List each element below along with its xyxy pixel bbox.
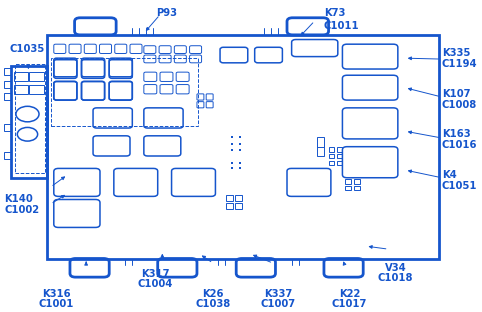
Text: V34: V34 (385, 263, 406, 273)
Bar (13, 72, 28, 81)
Text: K73: K73 (324, 8, 345, 18)
Text: C1007: C1007 (260, 300, 295, 310)
Bar (51, 58, 199, 126)
Bar (14, 64, 44, 173)
Bar (235, 195, 242, 201)
Bar (235, 202, 242, 209)
Text: K317: K317 (141, 269, 170, 279)
Bar (354, 179, 360, 184)
Text: K335: K335 (442, 48, 470, 58)
Text: K163: K163 (442, 129, 470, 139)
Bar (337, 161, 342, 165)
Bar (4, 81, 11, 88)
Text: C1051: C1051 (442, 181, 477, 191)
Text: K22: K22 (339, 289, 360, 299)
Text: C1018: C1018 (378, 273, 413, 283)
Text: K4: K4 (442, 170, 456, 180)
Bar (354, 186, 360, 190)
Bar (345, 179, 351, 184)
Text: K337: K337 (264, 289, 292, 299)
Bar (226, 195, 232, 201)
Text: C1001: C1001 (39, 300, 74, 310)
Text: C1008: C1008 (442, 100, 477, 110)
Bar (329, 161, 334, 165)
Text: P93: P93 (157, 8, 177, 18)
Text: C1035: C1035 (9, 44, 44, 54)
Bar (317, 137, 324, 156)
Bar (337, 147, 342, 152)
Bar (337, 154, 342, 158)
Bar (29, 85, 44, 94)
Text: C1016: C1016 (442, 140, 477, 150)
Text: K140: K140 (4, 194, 33, 204)
Bar (4, 152, 11, 159)
Text: C1002: C1002 (4, 205, 40, 215)
Text: C1004: C1004 (138, 279, 173, 289)
Text: C1011: C1011 (324, 21, 360, 31)
Bar (11, 66, 47, 178)
Bar (29, 72, 44, 81)
Bar (329, 154, 334, 158)
Text: C1194: C1194 (442, 59, 477, 69)
Bar (13, 85, 28, 94)
Text: C1017: C1017 (332, 300, 367, 310)
Bar (345, 186, 351, 190)
Bar (4, 93, 11, 100)
Bar (4, 124, 11, 131)
Text: K26: K26 (202, 289, 224, 299)
Text: K316: K316 (42, 289, 70, 299)
Bar (226, 202, 232, 209)
Bar (47, 35, 440, 259)
Bar (4, 68, 11, 75)
Bar (329, 147, 334, 152)
Text: C1038: C1038 (196, 300, 231, 310)
Text: K107: K107 (442, 89, 470, 99)
